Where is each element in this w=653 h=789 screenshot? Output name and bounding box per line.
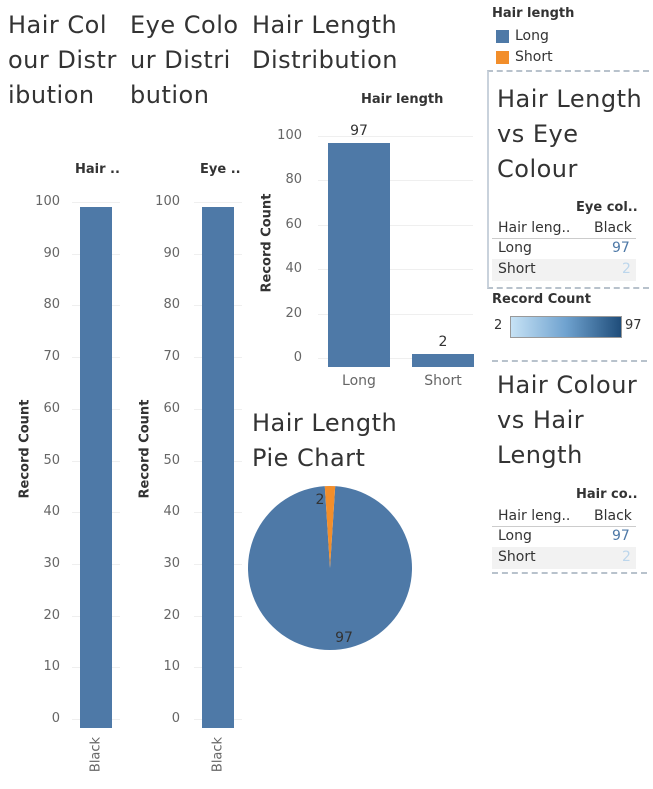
chart0-y-tick: 30 [43, 555, 60, 571]
hl-vs-eye-col-header: Black [594, 220, 632, 236]
chart2-category-label: Long [342, 373, 376, 389]
chart2-y-tick: 0 [293, 350, 302, 365]
chart1-gridline [194, 202, 242, 203]
hair-length-title: Hair Length Distribution [252, 11, 399, 74]
chart1-y-tick: 70 [163, 349, 180, 365]
hc-vs-hl-value-short: 2 [622, 549, 631, 565]
chart1-y-tick: 0 [171, 711, 180, 726]
hl-vs-eye-col-group: Eye col.. [576, 200, 638, 215]
chart0-category-label: Black [88, 736, 104, 773]
hc-vs-hl-row-short-bg [492, 547, 636, 569]
hair-colour-header: Hair .. [75, 162, 120, 177]
chart0-gridline [72, 202, 120, 203]
chart1-y-tick: 50 [163, 452, 180, 468]
legend-swatch-short [496, 51, 509, 64]
hl-vs-eye-row-label-long: Long [498, 240, 532, 256]
legend-label-short[interactable]: Short [515, 49, 553, 65]
chart1-bar-black [202, 207, 234, 728]
eye-colour-title: Eye Colour Distribution [130, 11, 239, 109]
chart2-data-label: 97 [350, 122, 368, 139]
chart2-gridline [318, 358, 473, 359]
hl-vs-eye-row-header: Hair leng.. [498, 220, 571, 236]
chart0-y-tick: 60 [43, 400, 60, 416]
chart0-y-tick: 40 [43, 504, 60, 520]
hc-vs-hl-bottom-divider [492, 572, 647, 574]
chart1-y-tick: 20 [163, 607, 180, 623]
color-scale-max-label: 97 [625, 318, 642, 333]
hc-vs-hl-col-header: Black [594, 508, 632, 524]
hair-colour-title: Hair Colour Distribution [8, 11, 117, 109]
hc-vs-hl-row-label-long: Long [498, 528, 532, 544]
hl-vs-eye-header-divider [492, 238, 636, 239]
chart1-y-tick: 90 [163, 245, 180, 261]
hl-vs-eye-value-long: 97 [612, 240, 630, 256]
pie-data-label-long: 97 [335, 630, 353, 646]
chart1-y-tick: 30 [163, 555, 180, 571]
legend-title: Hair length [492, 6, 575, 21]
hl-vs-eye-row-label-short: Short [498, 261, 536, 277]
color-scale-min-label: 2 [494, 318, 503, 333]
chart0-y-tick: 10 [43, 659, 60, 675]
chart2-y-tick: 40 [285, 261, 302, 277]
chart2-gridline [318, 180, 473, 182]
chart0-y-tick: 20 [43, 607, 60, 623]
chart0-bar-black [80, 207, 112, 728]
chart0-y-tick: 50 [43, 452, 60, 468]
hl-vs-eye-panel-border [487, 70, 649, 289]
hc-vs-hl-row-label-short: Short [498, 549, 536, 565]
hc-vs-hl-header-divider [492, 526, 636, 527]
hc-vs-hl-title: Hair Colour vs Hair Length [497, 371, 638, 469]
hc-vs-hl-row-header: Hair leng.. [498, 508, 571, 524]
legend-swatch-long [496, 30, 509, 43]
chart0-y-tick: 70 [43, 349, 60, 365]
eye-colour-header: Eye .. [200, 162, 241, 177]
pie-title: Hair Length Pie Chart [252, 409, 398, 472]
chart0-y-tick: 100 [35, 194, 60, 209]
chart2-y-tick: 100 [277, 128, 302, 143]
chart0-y-tick: 80 [43, 297, 60, 313]
chart2-gridline [318, 136, 473, 137]
chart0-y-tick: 0 [51, 711, 60, 726]
color-scale-gradient [510, 316, 622, 338]
hc-vs-hl-col-group: Hair co.. [576, 487, 638, 502]
chart1-y-tick: 100 [155, 194, 180, 209]
chart0-y-tick: 90 [43, 245, 60, 261]
hair-length-pie-chart: 97 2 [247, 486, 412, 650]
pie-data-label-short: 2 [316, 492, 325, 508]
hair-length-header: Hair length [361, 92, 444, 107]
chart2-category-label: Short [424, 373, 462, 389]
chart2-y-tick: 20 [285, 305, 302, 321]
chart2-y-tick: 80 [285, 172, 302, 188]
pie-slice-long [247, 486, 412, 650]
hc-vs-hl-value-long: 97 [612, 528, 630, 544]
chart2-bar-short [412, 353, 474, 367]
hl-vs-eye-title: Hair Length vs Eye Colour [497, 85, 643, 183]
chart1-y-tick: 60 [163, 400, 180, 416]
chart2-gridline [318, 269, 473, 271]
chart1-category-label: Black [210, 736, 226, 773]
hl-vs-eye-row-short-bg [492, 259, 636, 281]
chart1-y-tick: 80 [163, 297, 180, 313]
chart2-bar-long [328, 142, 390, 367]
chart2-data-label: 2 [438, 333, 448, 350]
hc-vs-hl-top-divider [492, 360, 647, 362]
chart1-y-tick: 10 [163, 659, 180, 675]
chart2-gridline [318, 224, 473, 226]
color-scale-title: Record Count [492, 292, 591, 307]
legend-label-long[interactable]: Long [515, 28, 549, 44]
chart2-y-tick: 60 [285, 216, 302, 232]
pie-slice-short [324, 486, 336, 568]
hl-vs-eye-value-short: 2 [622, 261, 631, 277]
chart1-y-tick: 40 [163, 504, 180, 520]
chart2-gridline [318, 313, 473, 315]
